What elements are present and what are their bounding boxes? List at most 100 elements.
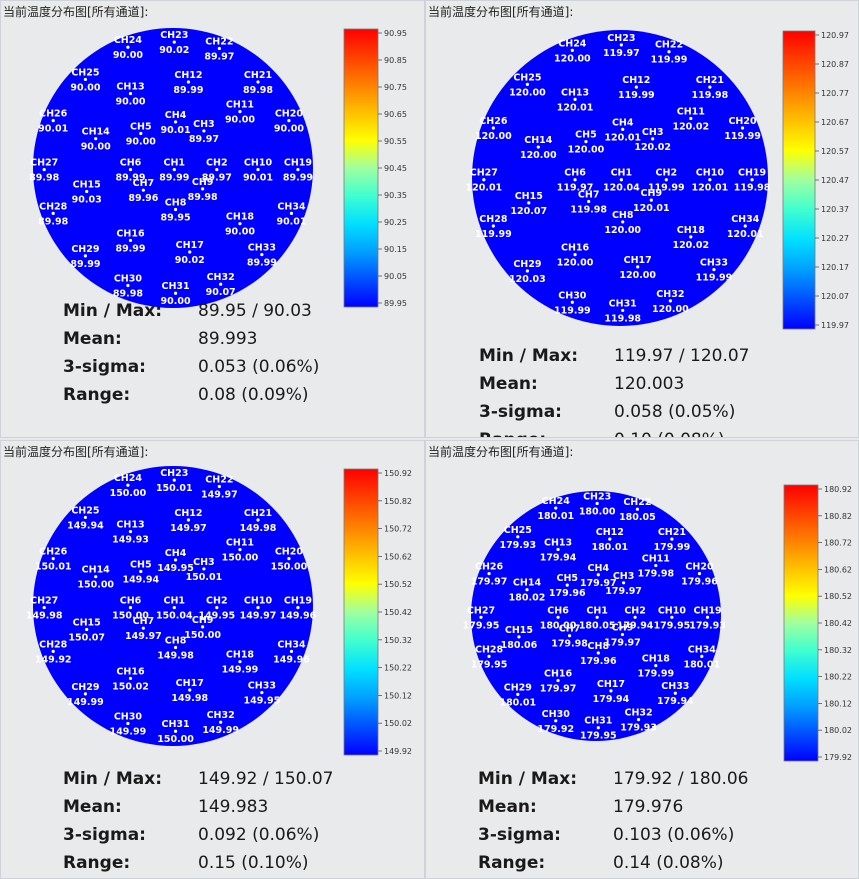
channel-ch34: CH34 90.01: [276, 201, 306, 227]
channel-name: CH3: [193, 557, 215, 568]
channel-name: CH17: [597, 679, 625, 690]
panel-title: 当前温度分布图[所有通道]:: [3, 5, 149, 19]
channel-point: [188, 250, 192, 254]
channel-value: 180.02: [509, 593, 546, 604]
channel-name: CH30: [114, 273, 143, 284]
stat-value: 0.092 (0.06%): [198, 825, 320, 845]
channel-name: CH31: [161, 719, 189, 730]
channel-value: 180.00: [540, 620, 577, 631]
channel-point: [491, 126, 495, 130]
colorbar-tick-label: 90.25: [384, 218, 407, 227]
channel-value: 90.00: [225, 227, 255, 238]
channel-value: 120.00: [554, 53, 591, 64]
channel-point: [482, 178, 486, 182]
colorbar-tick-label: 150.32: [384, 636, 412, 645]
colorbar-tick-label: 120.97: [821, 31, 849, 40]
temperature-panel-3: 当前温度分布图[所有通道]: CH23 150.01 CH24 150.00 CH22 14…: [0, 440, 425, 879]
channel-point: [94, 575, 98, 579]
channel-value: 149.99: [222, 665, 259, 676]
channel-point: [584, 139, 588, 144]
channel-name: CH33: [248, 243, 276, 254]
channel-ch23: CH23 150.01: [156, 468, 193, 494]
channel-ch32: CH32 149.99: [202, 710, 239, 736]
stat-label: 3-sigma:: [63, 825, 146, 845]
colorbar-tick-label: 120.17: [821, 263, 849, 272]
channel-point: [173, 729, 178, 733]
channel-ch19: CH19 89.99: [283, 158, 313, 184]
channel-value: 179.96: [580, 656, 617, 667]
channel-ch2: CH2 119.99: [648, 168, 685, 194]
channel-point: [287, 557, 291, 561]
channel-ch23: CH23 180.00: [579, 491, 616, 517]
stat-label: Range:: [63, 385, 131, 405]
channel-name: CH33: [661, 681, 689, 692]
channel-point: [201, 187, 205, 191]
stat-label: 3-sigma:: [479, 402, 562, 422]
channel-point: [128, 676, 133, 681]
channel-ch24: CH24 90.00: [113, 35, 143, 61]
channel-name: CH1: [164, 596, 186, 607]
channel-name: CH23: [607, 33, 635, 44]
channel-ch27: CH27 179.95: [463, 605, 500, 631]
channel-ch23: CH23 119.97: [603, 33, 640, 59]
colorbar-tick-label: 90.65: [384, 110, 407, 119]
temperature-panel-4: 当前温度分布图[所有通道]: CH23 180.00 CH24 180.01 CH22 18…: [425, 440, 859, 879]
channel-name: CH18: [642, 654, 671, 665]
channel-ch3: CH3 179.97: [605, 571, 642, 597]
colorbar-tick-label: 120.57: [821, 147, 849, 156]
channel-value: 149.95: [198, 611, 235, 622]
channel-value: 149.97: [125, 631, 162, 642]
channel-name: CH17: [176, 678, 204, 689]
channel-value: 179.99: [654, 542, 691, 553]
channel-value: 179.92: [537, 724, 574, 735]
channel-point: [587, 199, 591, 204]
colorbar-tick-label: 90.95: [384, 29, 407, 38]
channel-ch33: CH33 179.94: [657, 681, 694, 707]
channel-ch8: CH8 89.95: [161, 198, 191, 224]
channel-ch30: CH30 149.99: [110, 711, 147, 737]
channel-ch15: CH15 90.03: [72, 179, 102, 205]
channel-value: 90.01: [276, 216, 306, 227]
channel-ch30: CH30 119.99: [554, 290, 591, 316]
channel-point: [487, 654, 491, 658]
channel-value: 119.98: [570, 205, 607, 216]
channel-value: 149.98: [26, 611, 63, 622]
channel-name: CH25: [504, 525, 532, 536]
channel-ch4: CH4 120.01: [604, 117, 641, 143]
channel-point: [654, 664, 658, 668]
panel-title: 当前温度分布图[所有通道]:: [428, 445, 574, 459]
colorbar-tick-label: 120.47: [821, 176, 849, 185]
stat-label: Mean:: [479, 374, 538, 394]
channel-value: 150.00: [222, 553, 259, 564]
channel-point: [217, 46, 221, 51]
stat-value: 0.053 (0.06%): [198, 357, 320, 377]
channel-name: CH6: [120, 158, 142, 169]
channel-name: CH21: [658, 527, 686, 538]
channel-point: [173, 645, 178, 650]
channel-ch29: CH29 149.99: [67, 682, 104, 708]
channel-value: 150.01: [156, 483, 193, 494]
channel-name: CH34: [277, 639, 306, 650]
channel-name: CH4: [165, 110, 187, 121]
stat-value: 120.003: [614, 374, 685, 394]
channel-value: 119.99: [648, 183, 685, 194]
channel-ch28: CH28 179.95: [471, 644, 508, 670]
channel-name: CH26: [475, 562, 504, 573]
channel-name: CH26: [479, 116, 508, 127]
channel-name: CH21: [244, 508, 272, 519]
channel-value: 149.98: [171, 693, 208, 704]
channel-point: [633, 615, 637, 619]
channel-name: CH24: [558, 38, 587, 49]
channel-ch6: CH6 119.97: [557, 168, 594, 194]
channel-value: 89.99: [70, 259, 100, 270]
channel-ch33: CH33 89.99: [247, 243, 277, 269]
channel-ch26: CH26 120.00: [475, 116, 512, 142]
stat-value: 179.976: [613, 797, 684, 817]
channel-ch33: CH33 119.99: [696, 258, 733, 284]
channel-ch12: CH12 149.97: [170, 508, 207, 534]
channel-value: 179.97: [471, 577, 508, 588]
channel-point: [173, 558, 178, 562]
channel-ch1: CH1 150.04: [156, 596, 193, 622]
channel-value: 179.99: [637, 669, 674, 680]
channel-name: CH6: [564, 168, 586, 179]
